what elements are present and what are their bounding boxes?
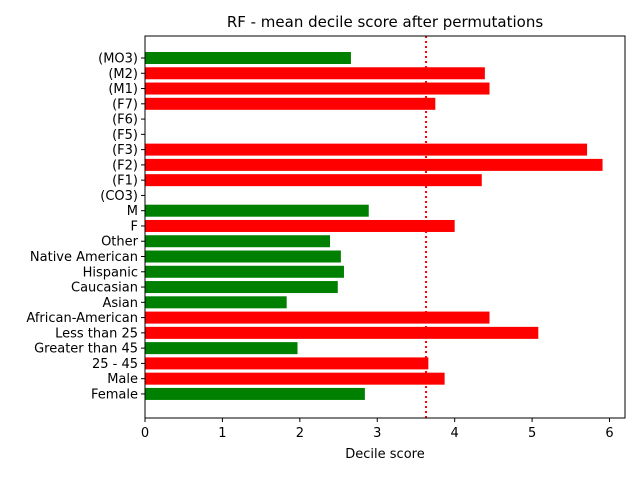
y-tick-label: (M1): [108, 82, 138, 97]
y-tick-label: (CO3): [100, 189, 138, 204]
x-axis: 0 1 2 3 4 5 6: [141, 418, 614, 441]
bar-f: [145, 219, 455, 232]
y-tick-label: (F2): [112, 158, 138, 173]
bar-african-american: [145, 311, 490, 324]
y-tick-label: (F7): [112, 97, 138, 112]
x-tick-label: 1: [218, 426, 226, 441]
bar-caucasian: [145, 281, 338, 294]
x-tick-label: 5: [528, 426, 536, 441]
y-tick-label: Native American: [30, 250, 138, 265]
bar-f1: [145, 174, 482, 187]
y-axis: (MO3)(M2)(M1)(F7)(F6)(F5)(F3)(F2)(F1)(CO…: [26, 52, 145, 402]
y-tick-label: (M2): [108, 67, 138, 82]
y-tick-label: (F3): [112, 143, 138, 158]
x-tick-label: 0: [141, 426, 149, 441]
bar-less-than-25: [145, 326, 539, 339]
y-tick-label: Asian: [103, 296, 138, 311]
y-tick-label: 25 - 45: [92, 357, 138, 372]
bar-m: [145, 204, 369, 217]
y-tick-label: Caucasian: [71, 281, 138, 296]
x-axis-label: Decile score: [345, 447, 424, 462]
y-tick-label: (F1): [112, 174, 138, 189]
bar-native-american: [145, 250, 341, 263]
bar-greater-than-45: [145, 342, 298, 355]
y-tick-label: F: [131, 219, 138, 234]
y-tick-label: (F5): [112, 128, 138, 143]
bars-layer: [145, 52, 603, 400]
bar-female: [145, 387, 365, 400]
bar-mo3: [145, 52, 351, 64]
y-tick-label: (MO3): [98, 52, 138, 67]
bar-asian: [145, 296, 287, 309]
y-tick-label: Other: [101, 235, 139, 250]
bar-male: [145, 372, 445, 385]
y-tick-label: African-American: [26, 311, 138, 326]
bar-f3: [145, 143, 588, 156]
plot-frame: [144, 35, 626, 419]
y-tick-label: Female: [91, 387, 138, 402]
x-tick-label: 3: [373, 426, 381, 441]
y-tick-label: Greater than 45: [34, 342, 138, 357]
y-tick-label: Hispanic: [83, 265, 138, 280]
y-tick-label: Male: [107, 372, 138, 387]
bar-25-45: [145, 357, 429, 370]
bar-f2: [145, 158, 603, 171]
x-tick-label: 4: [451, 426, 459, 441]
y-tick-label: (F6): [112, 113, 138, 128]
y-tick-label: M: [127, 204, 138, 219]
bar-m2: [145, 67, 485, 80]
bar-other: [145, 235, 331, 248]
bar-hispanic: [145, 265, 344, 278]
y-tick-label: Less than 25: [55, 326, 138, 341]
chart-title: RF - mean decile score after permutation…: [227, 13, 544, 31]
bar-f7: [145, 97, 436, 110]
bar-m1: [145, 82, 490, 95]
x-tick-label: 2: [296, 426, 304, 441]
x-tick-label: 6: [605, 426, 613, 441]
